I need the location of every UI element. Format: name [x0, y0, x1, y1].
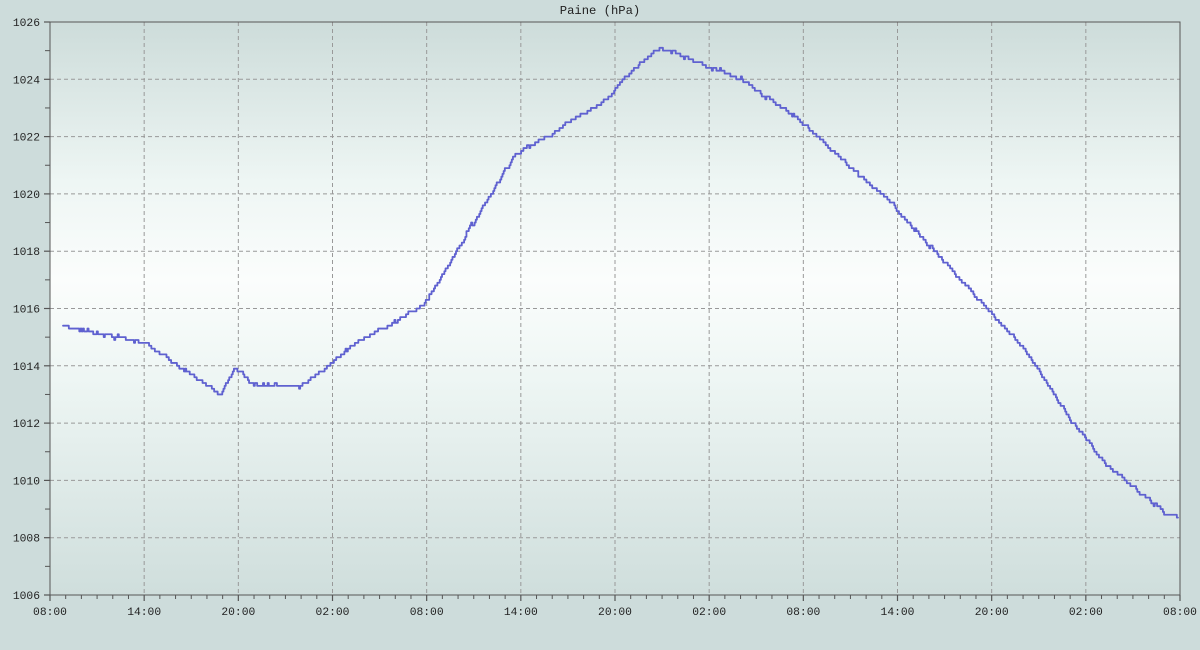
svg-text:1024: 1024 [13, 75, 40, 87]
svg-text:1008: 1008 [13, 534, 40, 546]
svg-text:1010: 1010 [13, 476, 40, 488]
svg-text:1020: 1020 [13, 190, 40, 202]
svg-text:02:00: 02:00 [316, 607, 350, 619]
svg-text:1018: 1018 [13, 247, 40, 259]
svg-text:08:00: 08:00 [33, 607, 67, 619]
svg-text:20:00: 20:00 [221, 607, 255, 619]
svg-text:08:00: 08:00 [786, 607, 820, 619]
svg-text:Paine (hPa): Paine (hPa) [560, 4, 640, 18]
svg-text:1026: 1026 [13, 18, 40, 30]
svg-text:1006: 1006 [13, 591, 40, 603]
svg-text:08:00: 08:00 [410, 607, 444, 619]
svg-text:1012: 1012 [13, 419, 40, 431]
svg-text:1016: 1016 [13, 305, 40, 317]
svg-text:14:00: 14:00 [504, 607, 538, 619]
svg-text:14:00: 14:00 [127, 607, 161, 619]
svg-text:14:00: 14:00 [881, 607, 915, 619]
svg-text:20:00: 20:00 [975, 607, 1009, 619]
svg-text:1014: 1014 [13, 362, 40, 374]
svg-text:20:00: 20:00 [598, 607, 632, 619]
svg-text:02:00: 02:00 [692, 607, 726, 619]
svg-text:08:00: 08:00 [1163, 607, 1197, 619]
svg-text:1022: 1022 [13, 133, 40, 145]
svg-text:02:00: 02:00 [1069, 607, 1103, 619]
